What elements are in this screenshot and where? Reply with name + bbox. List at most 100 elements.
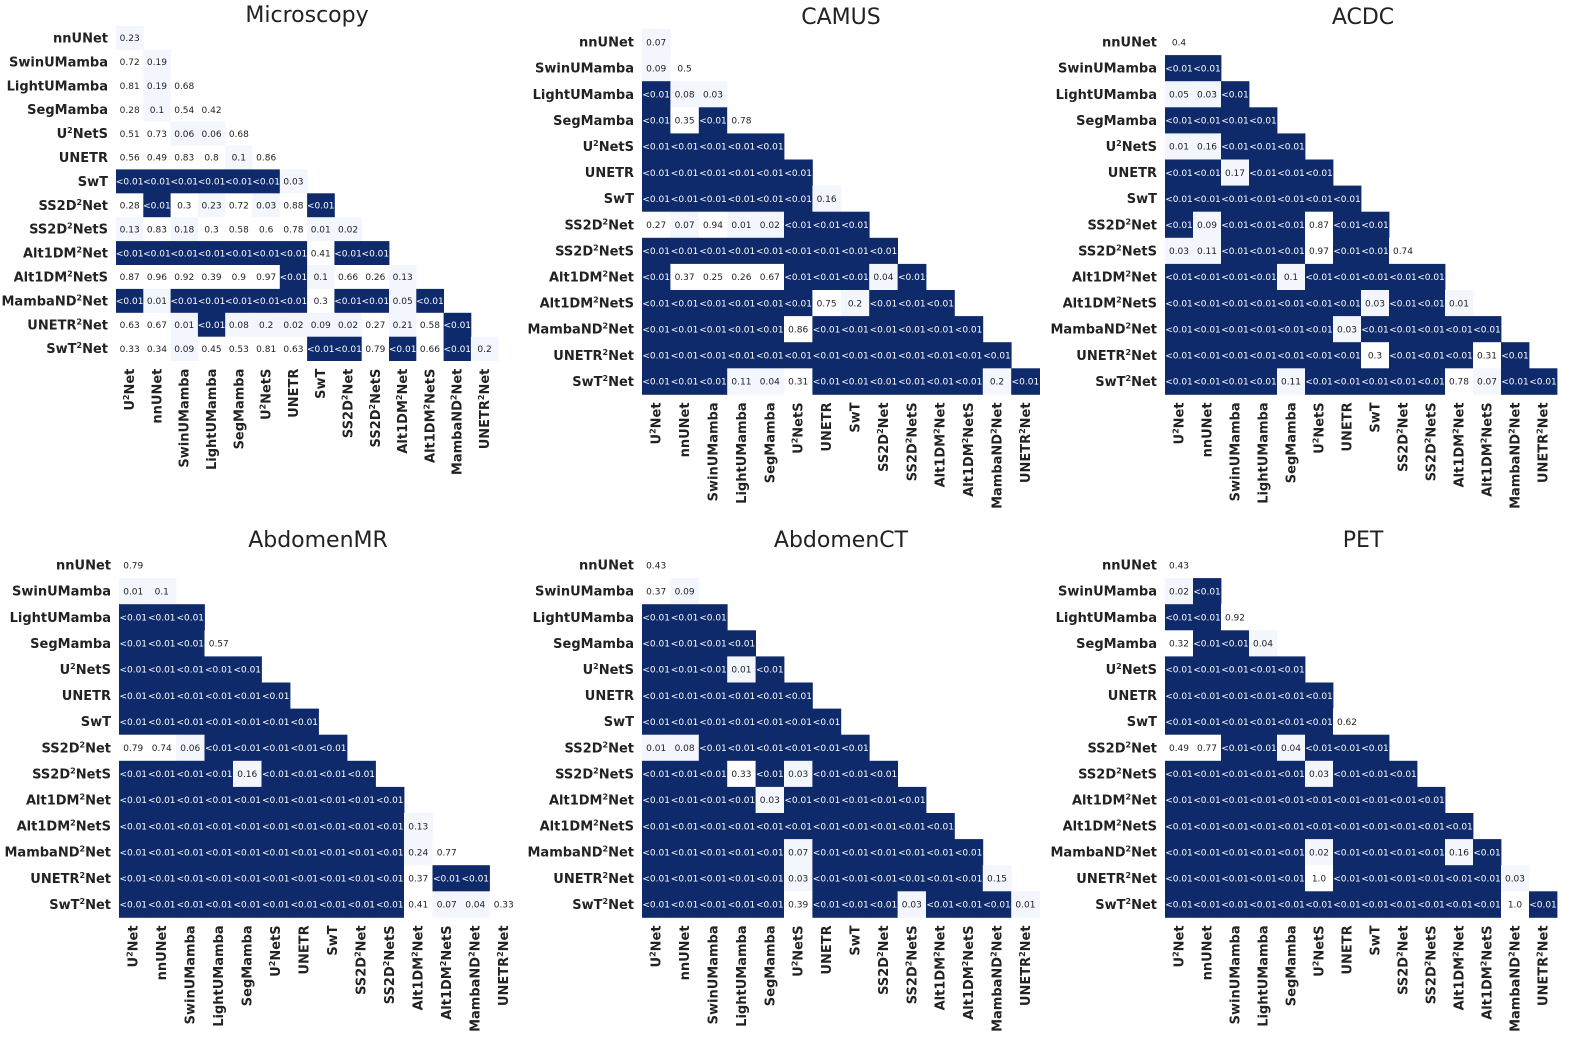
cell-value: <0.01	[1389, 901, 1417, 911]
cell-value: 0.15	[987, 874, 1007, 884]
heatmap-cell	[233, 760, 262, 788]
heatmap-cell	[261, 891, 291, 918]
cell-value: <0.01	[233, 718, 261, 728]
col-label-swt: SwT	[314, 368, 329, 398]
cell-value: <0.01	[841, 822, 869, 832]
heatmap-cell	[784, 290, 813, 317]
cell-value: <0.01	[262, 718, 290, 728]
heatmap-cell	[1221, 237, 1250, 265]
heatmap-cell	[812, 185, 842, 213]
cell-value: <0.01	[841, 770, 869, 780]
heatmap-cell	[1221, 290, 1250, 317]
heatmap-cell	[840, 734, 870, 762]
cell-value: 0.8	[204, 154, 219, 164]
heatmap-cell	[1165, 290, 1194, 317]
heatmap-cell	[1165, 682, 1194, 709]
heatmap-cell	[1417, 865, 1446, 892]
cell-value: <0.01	[148, 640, 176, 650]
row-label-nnunet: nnUNet	[1102, 559, 1157, 574]
cell-value: <0.01	[1165, 901, 1193, 911]
heatmap-cell	[1249, 342, 1278, 369]
cell-value: <0.01	[813, 744, 841, 754]
cell-value: <0.01	[728, 848, 756, 858]
cell-value: <0.01	[1445, 325, 1473, 335]
heatmap-cell	[176, 656, 205, 683]
row-label-swt: SwT	[78, 175, 108, 190]
cell-value: <0.01	[841, 273, 869, 283]
heatmap-cell	[698, 813, 728, 840]
cell-value: <0.01	[1221, 848, 1249, 858]
heatmap-cell	[698, 342, 728, 369]
cell-value: <0.01	[205, 770, 233, 780]
heatmap-cell	[1221, 185, 1250, 213]
cell-value: <0.01	[784, 796, 812, 806]
cell-value: <0.01	[813, 378, 841, 388]
cell-value: <0.01	[233, 692, 261, 702]
cell-value: 0.01	[1169, 143, 1189, 153]
heatmap-cell	[698, 107, 728, 134]
col-label-alt1dm2net: Alt1DM2Net	[1452, 402, 1468, 487]
cell-value: <0.01	[1193, 117, 1221, 127]
heatmap-cell	[642, 891, 671, 918]
cell-value: 0.35	[675, 117, 695, 127]
heatmap-cell	[252, 145, 281, 170]
cell-value: 0.45	[202, 345, 222, 355]
chart-title-abdomenmr: AbdomenMR	[248, 528, 388, 553]
cell-value: <0.01	[1305, 195, 1333, 205]
col-label-swt: SwT	[326, 925, 341, 955]
cell-value: <0.01	[642, 90, 670, 100]
heatmap-cell	[1165, 342, 1194, 369]
cell-value: <0.01	[813, 325, 841, 335]
heatmap-cell	[869, 368, 898, 395]
heatmap-cell	[119, 552, 148, 579]
heatmap-cell	[170, 97, 199, 122]
row-label-nnunet: nnUNet	[53, 31, 108, 46]
heatmap-cell	[982, 865, 1012, 892]
row-label-lightumamba: LightUMamba	[533, 88, 634, 103]
cell-value: <0.01	[119, 796, 147, 806]
row-label-mamband2net: MambaND2Net	[527, 322, 634, 338]
cell-value: <0.01	[756, 247, 784, 257]
cell-value: 0.66	[420, 345, 440, 355]
cell-value: <0.01	[926, 351, 954, 361]
cell-value: <0.01	[671, 351, 699, 361]
heatmap-cell	[727, 708, 756, 736]
cell-value: <0.01	[205, 901, 233, 911]
cell-value: <0.01	[642, 770, 670, 780]
heatmap-cell	[279, 265, 308, 290]
row-label-unetr2net: UNETR2Net	[1076, 871, 1157, 887]
cell-value: <0.01	[1501, 351, 1529, 361]
col-label-nnunet: nnUNet	[678, 925, 693, 980]
heatmap-cell	[727, 159, 756, 186]
cell-value: <0.01	[699, 822, 727, 832]
heatmap-cell	[1361, 813, 1390, 840]
heatmap-cell	[261, 865, 291, 892]
heatmap-cell	[197, 97, 226, 122]
heatmap-cell	[840, 237, 870, 265]
cell-value: <0.01	[756, 848, 784, 858]
heatmap-cell	[1305, 813, 1334, 840]
heatmap-cell	[926, 290, 955, 317]
heatmap-cell	[784, 368, 813, 395]
cell-value: <0.01	[148, 692, 176, 702]
cell-value: <0.01	[784, 299, 812, 309]
cell-value: <0.01	[642, 143, 670, 153]
heatmap-cell	[170, 169, 199, 194]
cell-value: 0.08	[675, 90, 695, 100]
cell-value: 0.79	[123, 561, 143, 571]
heatmap-cell	[670, 263, 700, 291]
heatmap-cell	[755, 263, 785, 291]
col-label-segmamba: SegMamba	[763, 925, 778, 1006]
cell-value: 0.5	[677, 64, 691, 74]
heatmap-cell	[170, 145, 199, 170]
col-label-unetr: UNETR	[1341, 402, 1356, 451]
cell-value: <0.01	[699, 378, 727, 388]
cell-value: <0.01	[319, 796, 347, 806]
col-label-ss2d2nets: SS2D2NetS	[1424, 925, 1440, 1004]
cell-value: <0.01	[813, 822, 841, 832]
col-label-nnunet: nnUNet	[150, 369, 165, 424]
heatmap-cell	[926, 342, 955, 369]
heatmap-cell	[147, 734, 177, 762]
cell-value: <0.01	[280, 249, 308, 259]
